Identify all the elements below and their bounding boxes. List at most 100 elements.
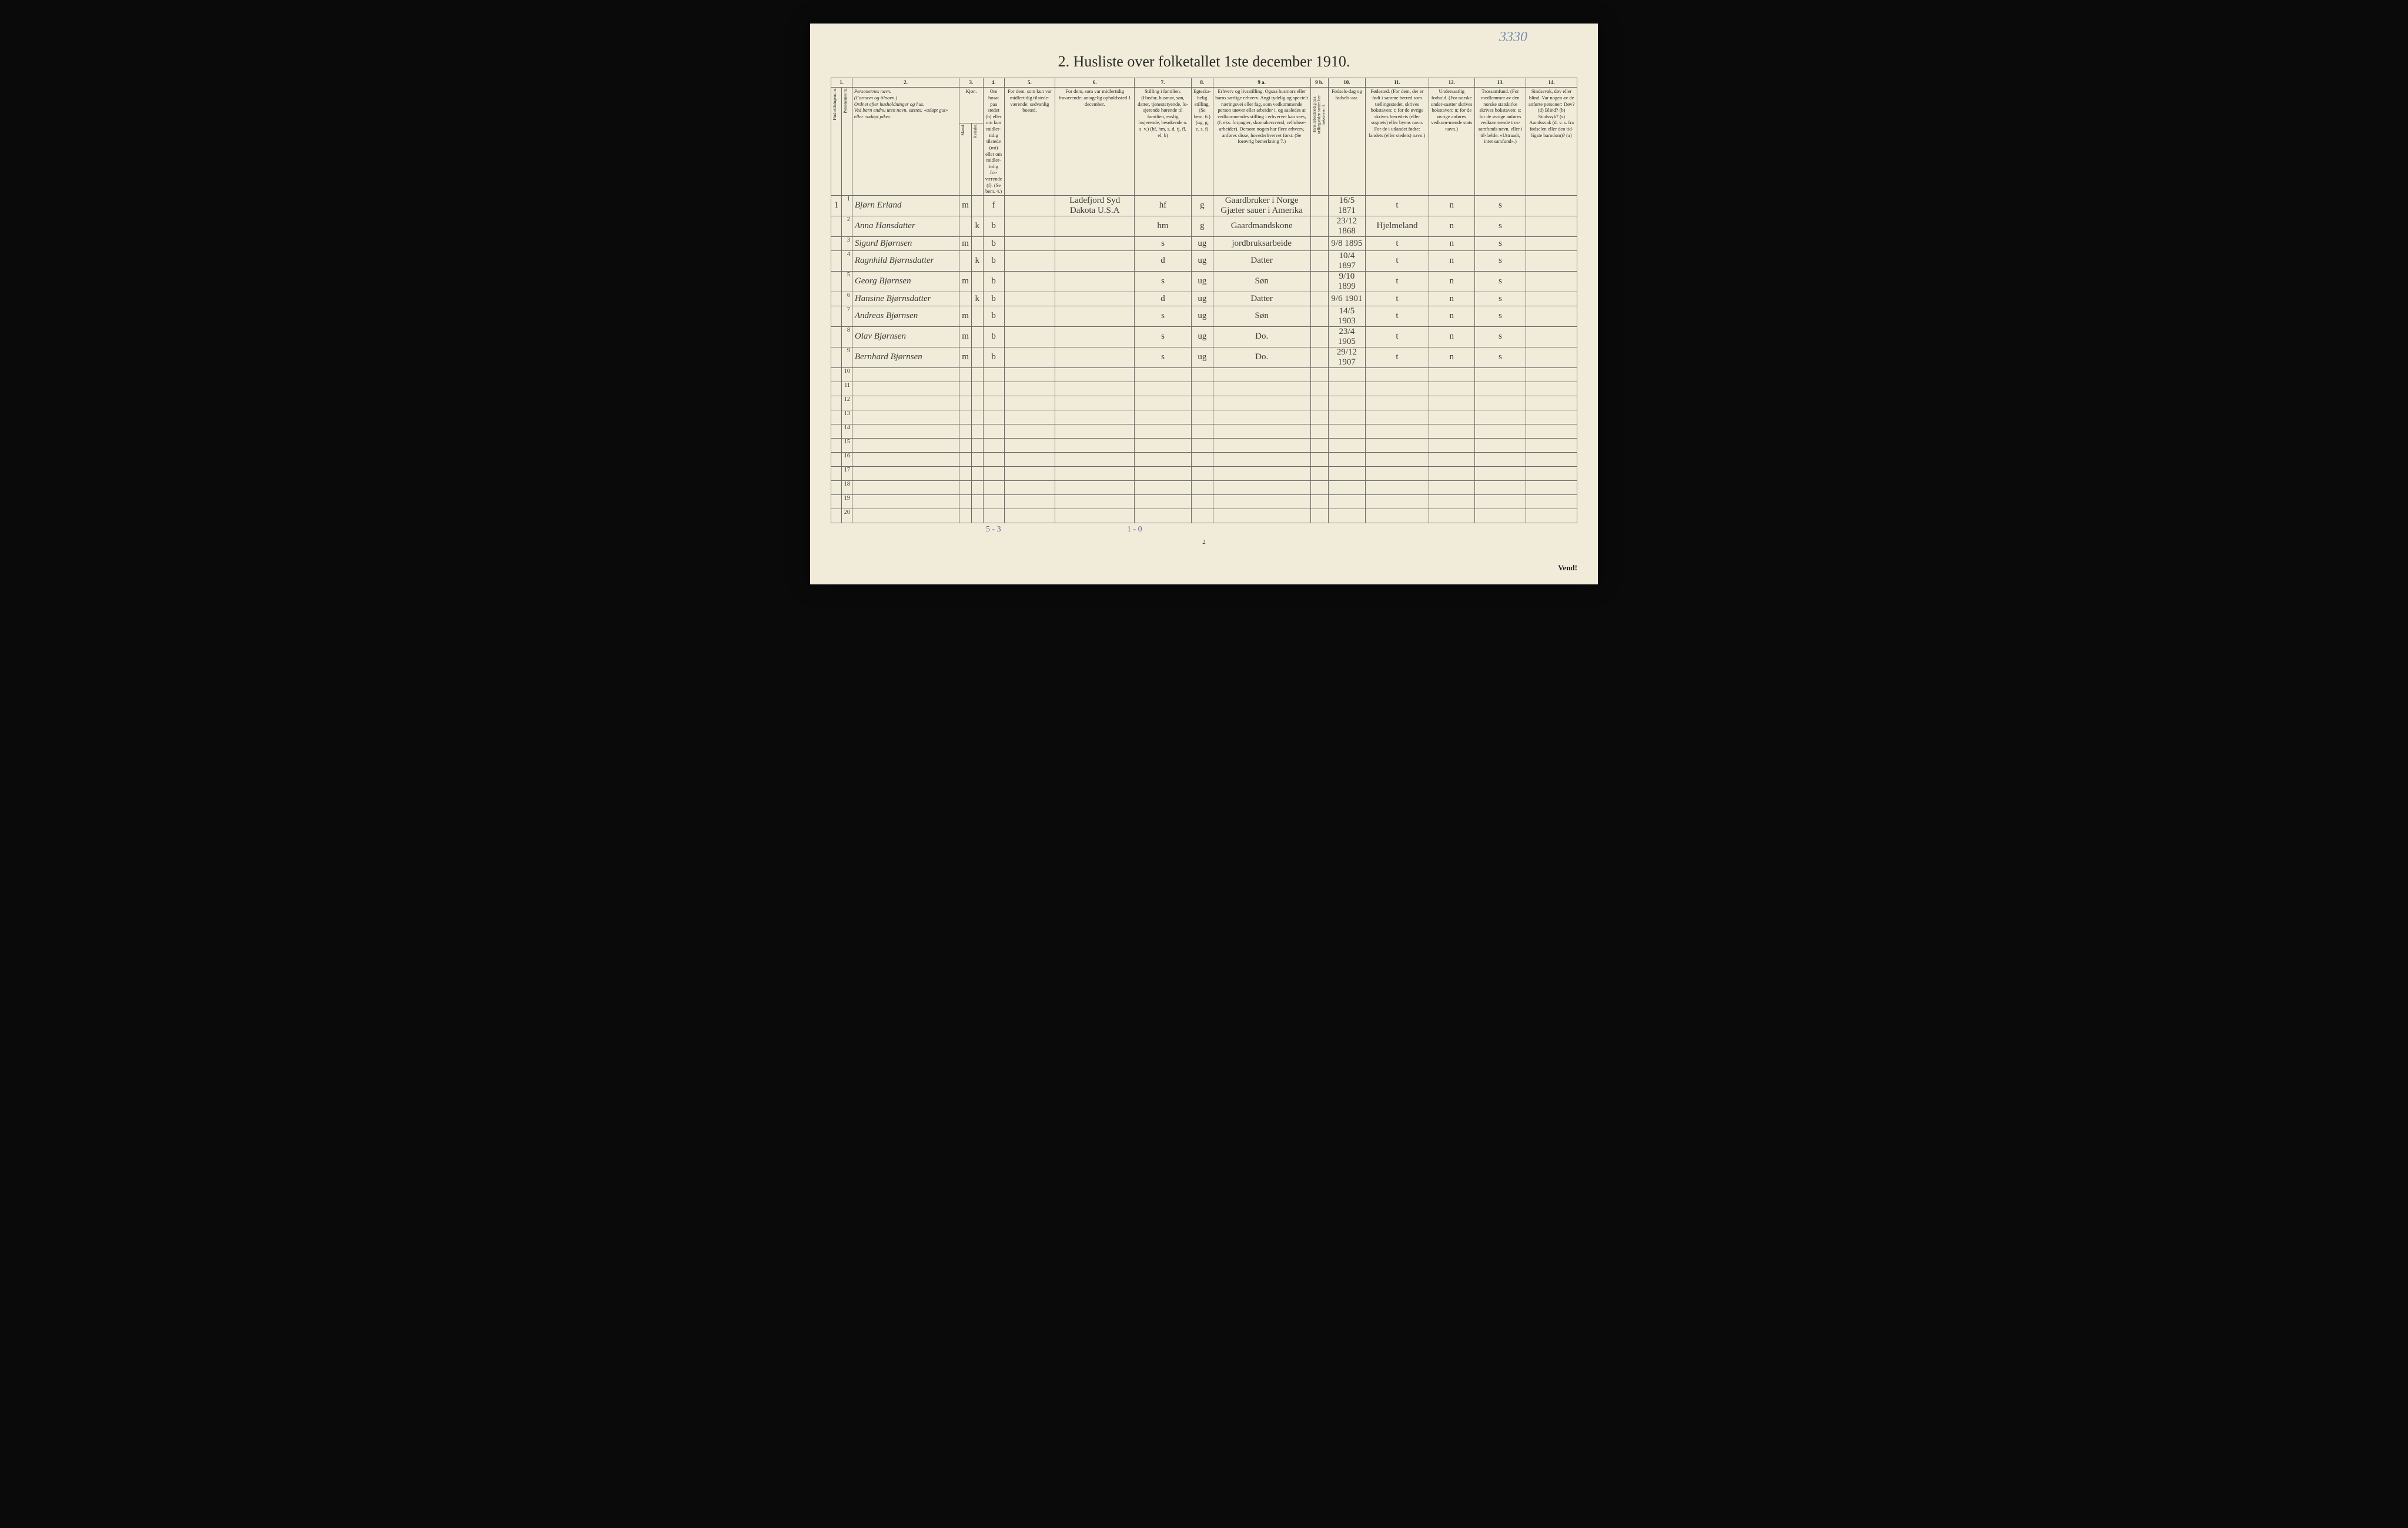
temp-location [1055, 347, 1135, 367]
birthdate [1328, 410, 1365, 424]
birthdate: 9/8 1895 [1328, 236, 1365, 250]
household-number [831, 382, 842, 396]
residence-code: b [983, 326, 1004, 347]
tally-absent: 1 - 0 [1125, 524, 1160, 535]
temp-location [1055, 424, 1135, 438]
residence-code: b [983, 292, 1004, 306]
birthplace [1366, 424, 1429, 438]
nationality: n [1429, 236, 1474, 250]
hdr-sex-top: Kjøn. [959, 88, 983, 123]
usual-residence [1004, 494, 1055, 509]
hdr-unemployed: Hvis arbeidsledig paa tællingstiden sætt… [1310, 88, 1328, 196]
unemployed [1310, 424, 1328, 438]
occupation [1213, 410, 1310, 424]
person-number: 4 [841, 250, 852, 271]
person-name: Bjørn Erland [852, 195, 959, 216]
table-row: 7Andreas BjørnsenmbsugSøn14/5 1903tns [831, 306, 1577, 326]
sex-female [971, 466, 983, 480]
usual-residence [1004, 410, 1055, 424]
birthplace: t [1366, 250, 1429, 271]
usual-residence [1004, 466, 1055, 480]
person-name: Sigurd Bjørnsen [852, 236, 959, 250]
usual-residence [1004, 195, 1055, 216]
disability [1526, 292, 1577, 306]
nationality [1429, 410, 1474, 424]
household-number [831, 438, 842, 452]
birthdate [1328, 424, 1365, 438]
occupation: jordbruksarbeide [1213, 236, 1310, 250]
temp-location [1055, 382, 1135, 396]
table-body: 11Bjørn ErlandmfLadefjord Syd Dakota U.S… [831, 195, 1577, 523]
birthplace: t [1366, 292, 1429, 306]
sex-male [959, 292, 972, 306]
disability [1526, 396, 1577, 410]
occupation [1213, 466, 1310, 480]
sex-female [971, 236, 983, 250]
family-position [1135, 396, 1192, 410]
page-title: 2. Husliste over folketallet 1ste decemb… [831, 53, 1577, 71]
usual-residence [1004, 438, 1055, 452]
person-name: Andreas Bjørnsen [852, 306, 959, 326]
census-table: 1. 2. 3. 4. 5. 6. 7. 8. 9 a. 9 b. 10. 11… [831, 78, 1577, 523]
person-name [852, 466, 959, 480]
unemployed [1310, 326, 1328, 347]
person-name [852, 480, 959, 494]
hdr-residence: Om bosat paa stedet (b) eller om kun mid… [983, 88, 1004, 196]
colnum-3: 3. [959, 78, 983, 88]
religion: s [1474, 236, 1526, 250]
hdr-family-position: Stilling i familien. (Husfar, husmor, sø… [1135, 88, 1192, 196]
nationality: n [1429, 326, 1474, 347]
sex-male [959, 216, 972, 236]
table-row: 18 [831, 480, 1577, 494]
person-number: 12 [841, 396, 852, 410]
nationality [1429, 396, 1474, 410]
turn-page-label: Vend! [831, 563, 1577, 573]
birthdate [1328, 382, 1365, 396]
birthplace: t [1366, 271, 1429, 292]
disability [1526, 438, 1577, 452]
person-name: Hansine Bjørnsdatter [852, 292, 959, 306]
colnum-4: 4. [983, 78, 1004, 88]
birthplace: Hjelmeland [1366, 216, 1429, 236]
occupation [1213, 367, 1310, 382]
usual-residence [1004, 480, 1055, 494]
hdr-birthplace: Fødested. (For dem, der er født i samme … [1366, 88, 1429, 196]
birthdate: 10/4 1897 [1328, 250, 1365, 271]
disability [1526, 494, 1577, 509]
marital-status [1191, 466, 1213, 480]
hdr-temp-location: For dem, som var midlertidig fraværende:… [1055, 88, 1135, 196]
temp-location [1055, 466, 1135, 480]
hdr-person-nr: Personernes nr. [841, 88, 852, 196]
birthplace: t [1366, 236, 1429, 250]
temp-location [1055, 452, 1135, 466]
occupation: Søn [1213, 306, 1310, 326]
sex-male [959, 396, 972, 410]
temp-location: Ladefjord Syd Dakota U.S.A [1055, 195, 1135, 216]
sex-male [959, 250, 972, 271]
religion: s [1474, 250, 1526, 271]
birthplace: t [1366, 326, 1429, 347]
sex-male: m [959, 236, 972, 250]
religion [1474, 452, 1526, 466]
household-number [831, 236, 842, 250]
sex-male [959, 494, 972, 509]
person-name: Bernhard Bjørnsen [852, 347, 959, 367]
birthplace [1366, 367, 1429, 382]
temp-location [1055, 236, 1135, 250]
occupation [1213, 382, 1310, 396]
colnum-11: 11. [1366, 78, 1429, 88]
unemployed [1310, 271, 1328, 292]
table-row: 20 [831, 509, 1577, 523]
marital-status: ug [1191, 271, 1213, 292]
sex-female [971, 382, 983, 396]
usual-residence [1004, 396, 1055, 410]
household-number [831, 480, 842, 494]
birthplace [1366, 494, 1429, 509]
religion [1474, 494, 1526, 509]
table-row: 19 [831, 494, 1577, 509]
person-name [852, 367, 959, 382]
colnum-5: 5. [1004, 78, 1055, 88]
person-number: 16 [841, 452, 852, 466]
sex-female [971, 306, 983, 326]
household-number [831, 216, 842, 236]
